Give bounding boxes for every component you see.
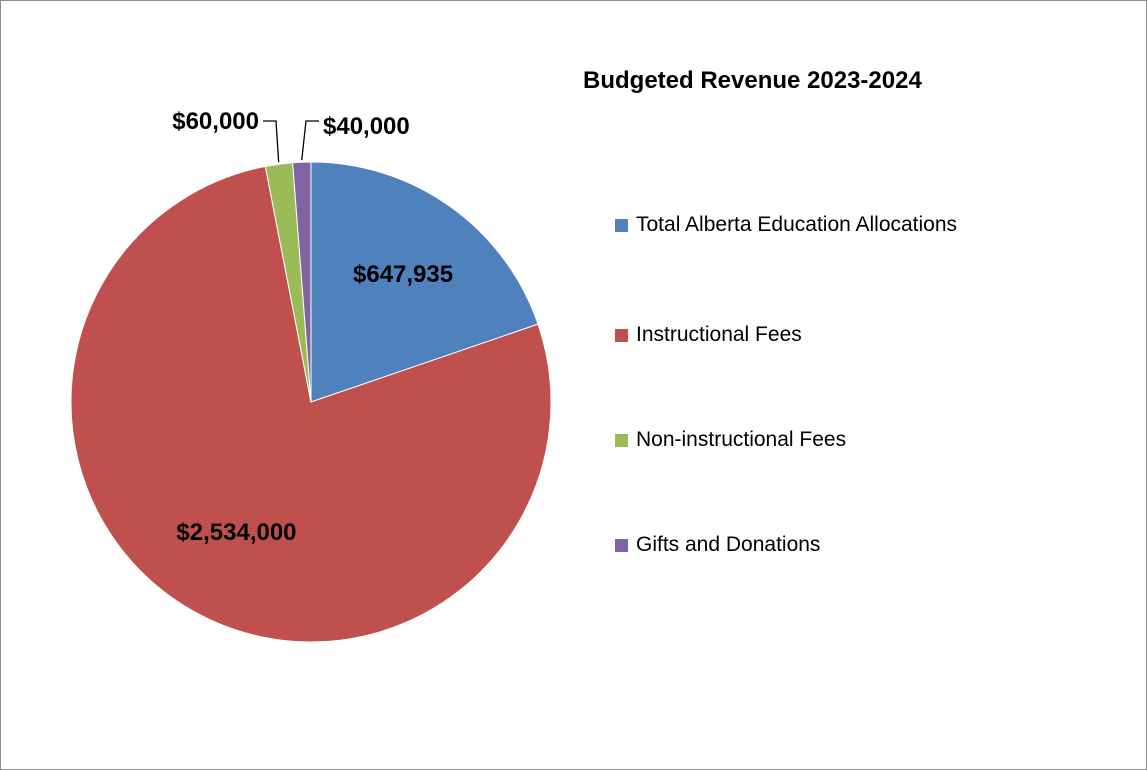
legend-label: Total Alberta Education Allocations: [636, 213, 958, 236]
legend-item-2: Instructional Fees: [615, 323, 802, 347]
leader-line-3: [263, 120, 280, 163]
legend-label: Instructional Fees: [636, 323, 802, 346]
data-label-2: $2,534,000: [176, 519, 296, 546]
data-label-4: $40,000: [323, 113, 410, 140]
legend-swatch: [615, 433, 628, 447]
pie-slice-4: [292, 161, 312, 403]
legend-label: Gifts and Donations: [636, 533, 821, 556]
legend-item-4: Gifts and Donations: [615, 533, 820, 557]
legend-swatch: [615, 328, 628, 342]
legend-item-3: Non-instructional Fees: [615, 428, 846, 452]
leader-line-4: [301, 120, 319, 161]
legend-swatch: [615, 538, 628, 552]
data-label-3: $60,000: [172, 108, 259, 135]
legend-swatch: [615, 218, 628, 232]
pie-slice-2: [70, 165, 552, 643]
legend-item-1: Total Alberta Education Allocations: [615, 213, 957, 237]
legend-label: Non-instructional Fees: [636, 428, 847, 451]
pie-slice-1: [310, 161, 539, 403]
data-label-1: $647,935: [353, 261, 453, 288]
chart-title: Budgeted Revenue 2023-2024: [583, 67, 922, 94]
